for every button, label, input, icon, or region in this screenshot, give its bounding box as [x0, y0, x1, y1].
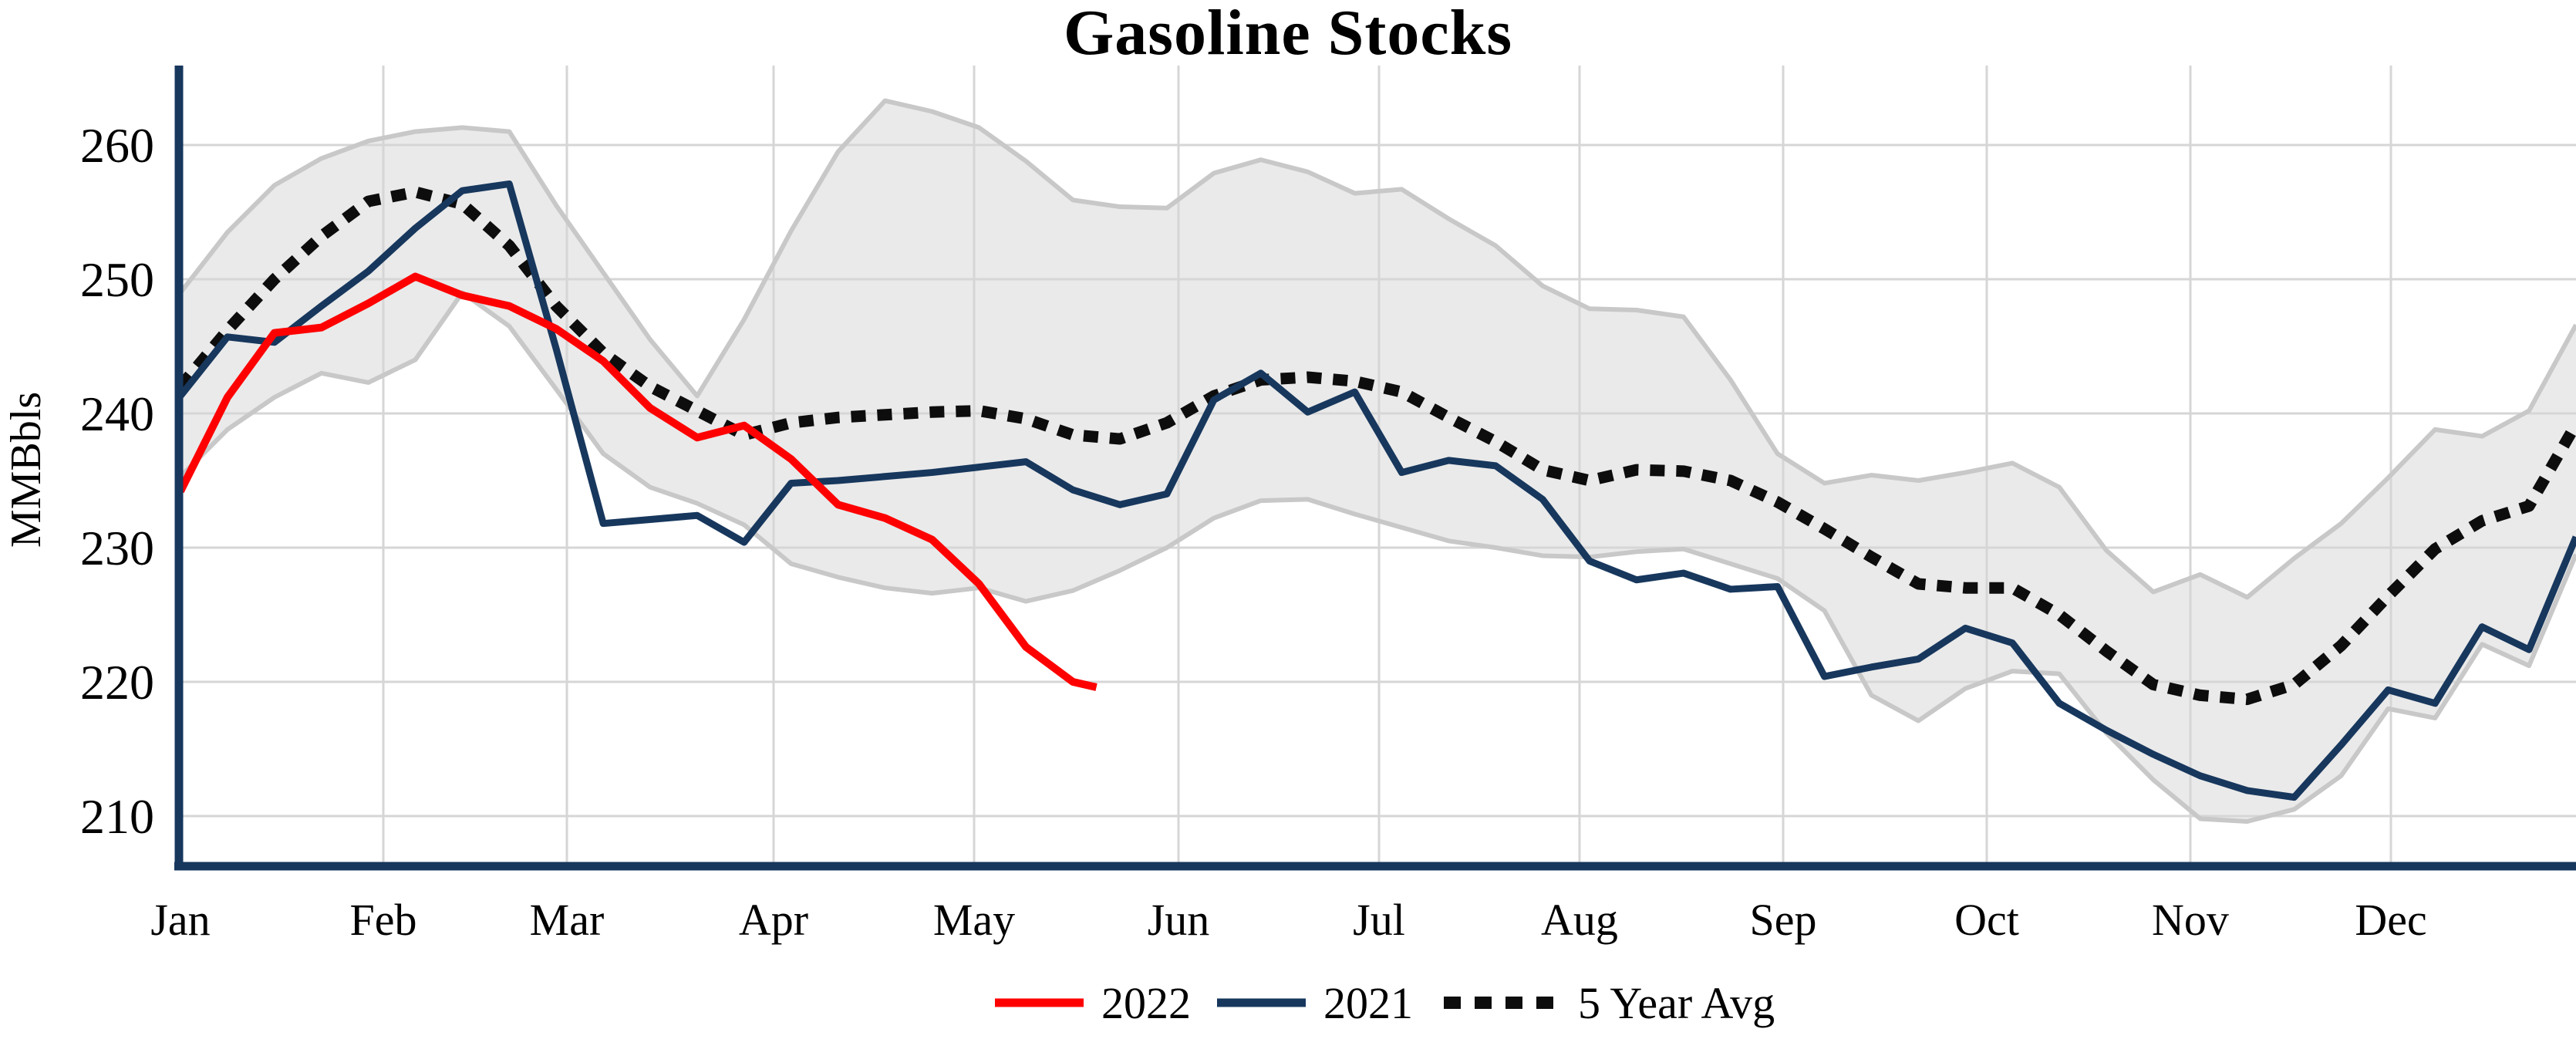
x-tick-label-mar: Mar: [530, 895, 605, 945]
y-tick-label-220: 220: [80, 655, 154, 710]
line-2022: [177, 272, 1097, 691]
y-axis-title: MMBbls: [2, 391, 50, 548]
x-tick-label-apr: Apr: [739, 895, 808, 945]
x-tick-label-nov: Nov: [2152, 895, 2229, 945]
x-tick-label-sep: Sep: [1750, 895, 1817, 945]
x-tick-label-jan: Jan: [150, 895, 210, 945]
y-tick-label-210: 210: [80, 789, 154, 844]
legend-label-5-year-avg: 5 Year Avg: [1578, 978, 1775, 1028]
y-tick-label-250: 250: [80, 252, 154, 307]
y-tick-label-260: 260: [80, 118, 154, 173]
legend-label-2022: 2022: [1101, 978, 1191, 1028]
x-tick-label-oct: Oct: [1954, 895, 2019, 945]
legend-label-2021: 2021: [1323, 978, 1413, 1028]
x-tick-label-may: May: [933, 895, 1015, 945]
x-tick-label-jul: Jul: [1353, 895, 1405, 945]
chart-title: Gasoline Stocks: [1063, 0, 1513, 69]
y-tick-label-230: 230: [80, 521, 154, 575]
y-tick-label-240: 240: [80, 386, 154, 441]
line-2021: [177, 180, 2576, 801]
x-tick-label-dec: Dec: [2355, 895, 2426, 945]
x-tick-label-aug: Aug: [1541, 895, 1618, 945]
band-upper-edge: [178, 98, 2576, 600]
band-lower-edge: [178, 290, 2576, 824]
x-tick-label-feb: Feb: [350, 895, 417, 945]
x-tick-label-jun: Jun: [1148, 895, 1210, 945]
line-5-year-avg: [176, 186, 2576, 706]
